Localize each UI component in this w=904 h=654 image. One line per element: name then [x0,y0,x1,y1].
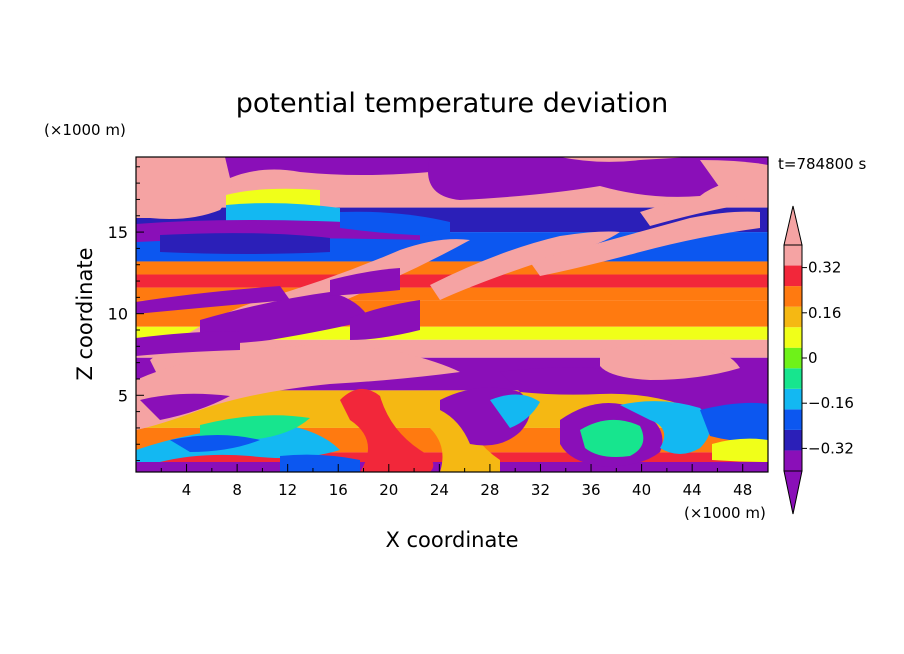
time-label: t=784800 s [778,155,866,173]
colorbar-swatch-10 [784,245,802,266]
blue-floor-patch [280,454,360,472]
green-swirl-deep-left [200,415,310,441]
x-tick-label-4: 4 [182,481,192,499]
colorbar-over-triangle [783,205,803,246]
pink-patch-upper-right [700,160,768,205]
y-unit-label: (×1000 m) [44,121,126,139]
y-tick-label-15: 15 [108,223,128,242]
contour-field [136,157,768,472]
purple-band-left-3 [136,331,240,356]
pink-ridge-2 [530,211,760,276]
x-tick-label-32: 32 [531,481,550,499]
orange-plume [420,397,500,472]
x-unit-label: (×1000 m) [684,504,766,522]
x-tick-label-28: 28 [480,481,499,499]
pink-plume-lower-left [136,345,460,430]
x-tick-label-16: 16 [329,481,348,499]
x-tick-label-12: 12 [278,481,297,499]
y-axis: 5 10 15 [108,166,144,462]
colorbar-label-1: −0.16 [808,394,854,412]
purple-lens-lower-left [140,393,230,420]
y-tick-label-5: 5 [118,386,128,405]
colorbar-label-0: −0.32 [808,439,854,457]
x-tick-label-20: 20 [379,481,398,499]
colorbar-swatch-8 [784,286,802,307]
colorbar-under-triangle [783,470,803,515]
blue-patch-right [700,402,768,442]
x-axis-label: X coordinate [385,528,518,552]
colorbar-swatch-3 [784,388,802,410]
cyan-eddy-arm [620,401,710,454]
purple-patch-upper [225,157,430,178]
colorbar-swatch-7 [784,306,802,328]
y-axis-label: Z coordinate [73,247,97,380]
purple-patch-upper-right [428,157,768,200]
yellow-patch-right [712,438,768,462]
colorbar-swatch-0 [784,450,802,471]
colorbar-label-2: 0 [808,349,818,367]
colorbar-swatch-6 [784,327,802,348]
purple-band-mid [350,300,420,340]
chart-title: potential temperature deviation [236,88,668,119]
pink-lens-right [600,344,740,380]
pink-ridge-3 [640,192,740,226]
green-eddy-core [580,419,644,457]
navy-strip [160,233,330,254]
pink-ridge-1 [430,231,620,300]
y-tick-label-10: 10 [108,305,128,324]
colorbar-swatch-1 [784,429,802,451]
x-axis: 4 8 12 16 20 24 28 32 36 40 44 48 [160,464,752,499]
red-plume-1 [340,388,434,472]
x-tick-label-48: 48 [733,481,752,499]
purple-band-lower-right [500,367,768,420]
cyan-strip-upper [226,203,340,224]
colorbar-label-3: 0.16 [808,304,841,322]
colorbar-swatch-9 [784,265,802,287]
x-tick-label-44: 44 [683,481,702,499]
plot-frame [135,156,769,473]
x-tick-label-36: 36 [581,481,600,499]
colorbar-swatch-5 [784,347,802,369]
purple-band-left [136,286,290,314]
purple-band-left-2 [200,292,370,344]
colorbar: −0.32 −0.16 0 0.16 0.32 [783,205,854,515]
cyan-swirl-mid [490,394,540,428]
x-tick-label-24: 24 [430,481,449,499]
band-3 [136,261,768,275]
pink-patch-upper-left [136,157,232,219]
colorbar-label-4: 0.32 [808,259,841,277]
blue-strip [340,211,450,236]
purple-patch-mid [330,268,400,296]
x-tick-label-40: 40 [632,481,651,499]
x-tick-label-8: 8 [232,481,242,499]
blue-swirl-deep-left [170,435,260,452]
contour-features [136,157,768,472]
colorbar-swatch-4 [784,368,802,389]
colorbar-swatch-2 [784,409,802,430]
